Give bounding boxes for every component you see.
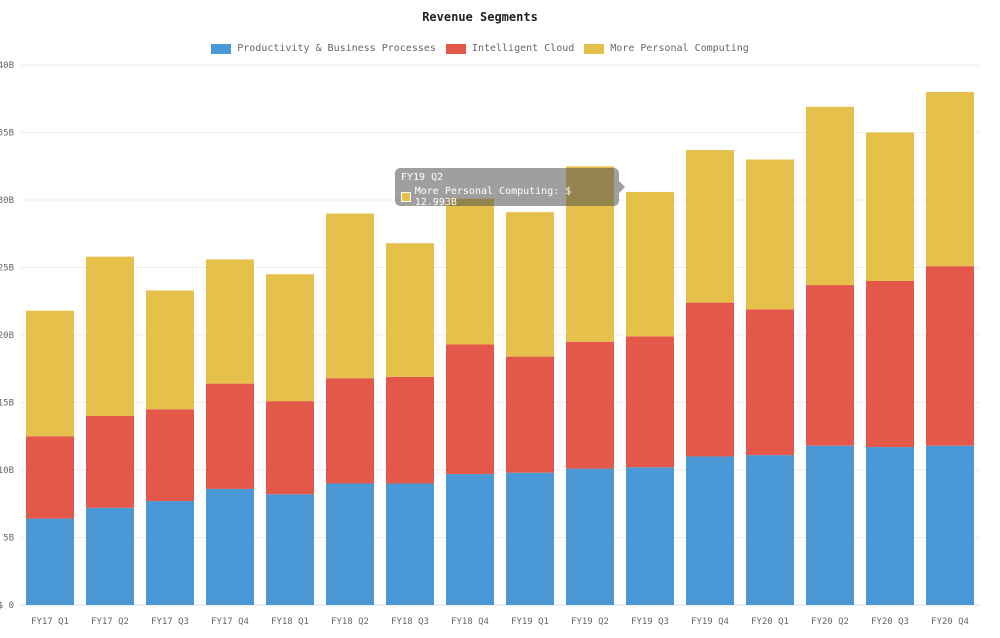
legend-label: More Personal Computing bbox=[610, 43, 749, 54]
bar-segment[interactable] bbox=[866, 447, 914, 605]
x-tick-label: FY17 Q2 bbox=[91, 617, 129, 627]
bar-segment[interactable] bbox=[866, 281, 914, 448]
x-tick-label: FY17 Q3 bbox=[151, 617, 189, 627]
bar-segment[interactable] bbox=[146, 501, 194, 605]
x-tick-label: FY19 Q1 bbox=[511, 617, 549, 627]
bar-segment[interactable] bbox=[326, 213, 374, 379]
bar-segment[interactable] bbox=[146, 409, 194, 502]
y-tick-label: $ 25B bbox=[0, 264, 14, 274]
x-tick-label: FY18 Q2 bbox=[331, 617, 369, 627]
chart-title: Revenue Segments bbox=[422, 10, 538, 24]
legend-swatch bbox=[584, 43, 605, 54]
bar-segment[interactable] bbox=[926, 266, 974, 446]
chart-tooltip: FY19 Q2 More Personal Computing: $ 12.99… bbox=[395, 168, 625, 208]
bar-segment[interactable] bbox=[746, 455, 794, 605]
bar-segment[interactable] bbox=[266, 401, 314, 495]
x-tick-label: FY20 Q1 bbox=[751, 617, 789, 627]
x-tick-label: FY19 Q2 bbox=[571, 617, 609, 627]
bar-segment[interactable] bbox=[266, 274, 314, 402]
bar-segment[interactable] bbox=[746, 159, 794, 310]
bar-segment[interactable] bbox=[626, 336, 674, 468]
legend-item[interactable]: Productivity & Business Processes bbox=[211, 43, 436, 54]
y-tick-label: $ 10B bbox=[0, 466, 14, 476]
x-tick-label: FY18 Q1 bbox=[271, 617, 309, 627]
x-tick-label: FY18 Q4 bbox=[451, 617, 489, 627]
bar-segment[interactable] bbox=[806, 445, 854, 605]
bar-segment[interactable] bbox=[626, 191, 674, 337]
bar-segment[interactable] bbox=[566, 341, 614, 469]
bar-segment[interactable] bbox=[506, 356, 554, 473]
x-tick-label: FY19 Q4 bbox=[691, 617, 729, 627]
bar-segment[interactable] bbox=[926, 445, 974, 605]
bar-segment[interactable] bbox=[86, 256, 134, 416]
bar-segment[interactable] bbox=[26, 518, 74, 605]
y-tick-label: $ 35B bbox=[0, 129, 14, 139]
legend: Productivity & Business Processes Intelli… bbox=[0, 43, 960, 54]
bar-segment[interactable] bbox=[326, 483, 374, 606]
bar-segment[interactable] bbox=[446, 474, 494, 605]
bar-segment[interactable] bbox=[386, 243, 434, 377]
x-tick-label: FY20 Q4 bbox=[931, 617, 969, 627]
x-tick-label: FY17 Q1 bbox=[31, 617, 69, 627]
x-tick-label: FY20 Q2 bbox=[811, 617, 849, 627]
y-tick-label: $ 20B bbox=[0, 331, 14, 341]
tooltip-title: FY19 Q2 bbox=[401, 172, 444, 183]
bar-segment[interactable] bbox=[806, 285, 854, 446]
bar-segment[interactable] bbox=[206, 383, 254, 489]
bar-segment[interactable] bbox=[206, 259, 254, 384]
bar-segment[interactable] bbox=[746, 309, 794, 456]
tooltip-color-swatch bbox=[401, 192, 411, 202]
legend-swatch bbox=[211, 43, 232, 54]
bar-segment[interactable] bbox=[326, 378, 374, 484]
legend-label: Intelligent Cloud bbox=[471, 43, 575, 54]
bar-segment[interactable] bbox=[146, 290, 194, 410]
bar-segment[interactable] bbox=[686, 302, 734, 457]
bar-segment[interactable] bbox=[86, 507, 134, 605]
bar-segment[interactable] bbox=[566, 468, 614, 605]
legend-item[interactable]: Intelligent Cloud bbox=[445, 43, 575, 54]
bar-segment[interactable] bbox=[866, 132, 914, 282]
x-tick-label: FY18 Q3 bbox=[391, 617, 429, 627]
bar-segment[interactable] bbox=[386, 376, 434, 484]
bar-segment[interactable] bbox=[506, 472, 554, 605]
bar-segment[interactable] bbox=[446, 344, 494, 475]
bar-segment[interactable] bbox=[206, 488, 254, 605]
tooltip-pointer bbox=[619, 181, 625, 193]
y-tick-label: $ 5B bbox=[0, 534, 14, 544]
bar-segment[interactable] bbox=[686, 150, 734, 303]
legend-label: Productivity & Business Processes bbox=[237, 43, 436, 54]
bar-segment[interactable] bbox=[86, 416, 134, 508]
bar-segment[interactable] bbox=[926, 92, 974, 267]
bar-segment[interactable] bbox=[446, 198, 494, 345]
tooltip-label: More Personal Computing: $ 12.993B bbox=[414, 186, 572, 208]
bar-segment[interactable] bbox=[386, 483, 434, 606]
bar-segment[interactable] bbox=[26, 436, 74, 519]
y-tick-label: $ 30B bbox=[0, 196, 14, 206]
legend-item[interactable]: More Personal Computing bbox=[584, 43, 749, 54]
bar-segment[interactable] bbox=[686, 456, 734, 606]
bar-segment[interactable] bbox=[626, 467, 674, 605]
y-tick-label: $ 15B bbox=[0, 399, 14, 409]
bar-segment[interactable] bbox=[806, 106, 854, 286]
y-tick-label: $ 0 bbox=[0, 601, 14, 611]
legend-swatch bbox=[445, 43, 466, 54]
x-tick-label: FY17 Q4 bbox=[211, 617, 249, 627]
x-tick-label: FY20 Q3 bbox=[871, 617, 909, 627]
bar-segment[interactable] bbox=[26, 310, 74, 437]
x-tick-label: FY19 Q3 bbox=[631, 617, 669, 627]
bar-segment[interactable] bbox=[506, 212, 554, 357]
y-tick-label: $ 40B bbox=[0, 61, 14, 71]
bar-segment[interactable] bbox=[266, 494, 314, 605]
